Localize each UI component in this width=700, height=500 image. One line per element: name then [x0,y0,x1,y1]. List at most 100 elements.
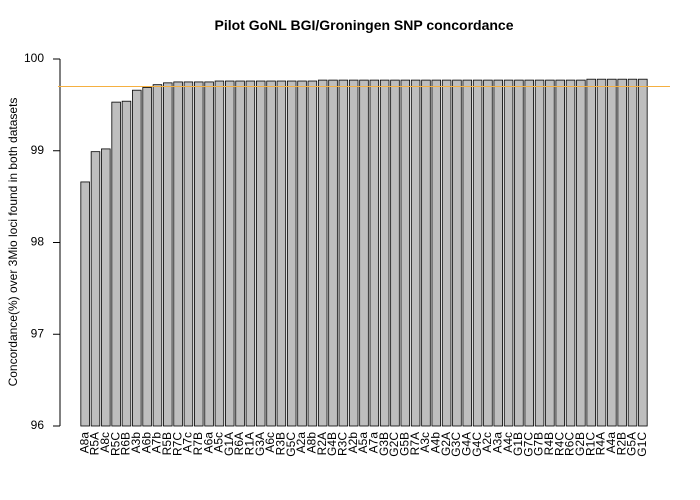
bar [80,181,90,427]
bar [204,81,214,427]
bar [441,79,452,427]
bar [255,80,266,427]
x-tick-label: R1A [243,432,257,455]
bar [607,78,617,427]
x-tick-label: G2A [439,432,453,456]
x-tick-label: A2c [480,432,494,453]
bar [431,79,442,427]
x-tick-label: A5a [356,432,370,454]
bar [369,79,380,427]
bar [483,79,493,427]
bar [617,78,627,427]
x-tick-label: R7C [170,432,184,456]
x-tick-label: A8c [98,432,112,453]
bar [225,80,235,427]
bar [534,79,545,427]
bar [183,81,194,427]
bar [586,78,596,427]
bar [235,80,245,427]
bar [276,80,287,427]
bar [317,79,328,427]
x-tick-label: A2b [346,432,360,454]
bar [472,79,483,427]
x-tick-label: R5B [160,432,174,455]
bar [286,80,297,427]
x-tick-label: R6A [232,432,246,455]
bar [214,80,225,427]
bar [307,80,318,427]
x-tick-label: R7B [191,432,205,455]
x-tick-label: G4C [470,432,484,457]
bar [266,80,276,427]
x-tick-label: A6b [139,432,153,454]
bar [132,89,142,427]
x-tick-label: G1C [635,432,649,457]
bar [111,101,121,427]
bar [194,81,204,427]
x-tick-label: R3C [336,432,350,456]
x-tick-label: R4B [542,432,556,455]
x-tick-label: A4c [501,432,515,453]
x-tick-label: R7A [408,432,422,455]
bar [410,79,421,427]
x-tick-label: G2B [573,432,587,456]
bar [90,151,101,427]
x-tick-label: A5c [212,432,226,453]
bar [421,79,431,427]
y-tick-label: 98 [31,235,45,249]
x-tick-label: G7C [521,432,535,457]
bar [338,79,349,427]
x-tick-label: R6B [119,432,133,455]
x-tick-label: R4A [594,432,608,455]
bar [245,80,256,427]
x-tick-label: A3a [490,432,504,454]
y-axis-label: Concordance(%) over 3Mio loci found in b… [6,98,20,387]
bar [142,87,152,427]
y-tick-label: 100 [24,51,44,65]
x-tick-label: R6C [563,432,577,456]
bar [379,79,390,427]
bar [163,82,173,427]
x-tick-label: R5C [108,432,122,456]
bar [390,79,400,427]
x-tick-label: G4B [325,432,339,456]
bar [101,148,111,427]
x-tick-label: A6c [263,432,277,453]
bar [297,80,307,427]
bar [503,79,514,427]
bar [493,79,503,427]
x-tick-label: A8a [77,432,91,454]
x-tick-label: A7c [181,432,195,453]
x-tick-label: G4A [459,432,473,456]
x-tick-label: A8b [305,432,319,454]
x-tick-label: A7a [366,432,380,454]
bar [173,81,183,427]
y-tick-label: 96 [31,418,45,432]
bar [348,79,359,427]
bar [400,79,411,427]
x-tick-label: G5C [284,432,298,457]
bar [121,100,132,427]
bar [555,79,565,427]
x-tick-label: G7B [532,432,546,456]
bar [359,79,369,427]
x-tick-label: G3B [377,432,391,456]
x-tick-label: G5B [397,432,411,456]
y-tick-label: 97 [31,326,45,340]
x-tick-label: A4b [428,432,442,454]
chart-title: Pilot GoNL BGI/Groningen SNP concordance [215,17,514,33]
bar [452,79,462,427]
x-tick-label: R2B [614,432,628,455]
bar [328,79,338,427]
x-tick-label: A3b [129,432,143,454]
x-tick-label: G3A [253,432,267,456]
x-tick-label: G3C [449,432,463,457]
x-tick-label: A4a [604,432,618,454]
bar [638,78,648,427]
bar [545,79,555,427]
bar [596,78,607,427]
x-tick-label: A7b [150,432,164,454]
x-tick-label: R5A [88,432,102,455]
x-tick-label: A3c [418,432,432,453]
x-tick-label: G1A [222,432,236,456]
